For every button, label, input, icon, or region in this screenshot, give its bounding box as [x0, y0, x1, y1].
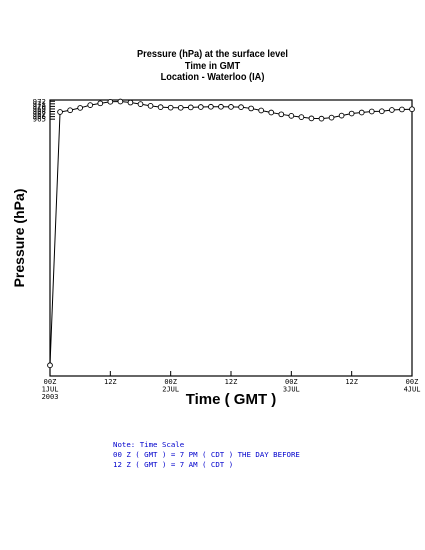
data-point	[328, 114, 335, 121]
data-point	[378, 108, 385, 115]
x-tick-label: 4JUL	[404, 386, 421, 394]
data-point	[107, 98, 114, 105]
x-tick-label: 1JUL	[42, 386, 59, 394]
x-tick-label: 00Z	[44, 378, 57, 386]
data-point	[57, 109, 63, 115]
x-tick-label: 00Z	[285, 378, 298, 386]
data-point	[187, 104, 194, 111]
data-point	[177, 104, 184, 111]
data-point	[127, 99, 134, 106]
chart-title: Pressure (hPa) at the surface level	[136, 48, 289, 60]
data-point	[318, 115, 325, 122]
data-point	[147, 103, 154, 109]
data-point	[67, 107, 73, 114]
data-point	[238, 104, 244, 111]
data-point	[308, 115, 315, 122]
time-scale-note: Note: Time Scale 00 Z ( GMT ) = 7 PM ( CD…	[113, 440, 300, 470]
chart-subtitle-time: Time in GMT	[184, 59, 241, 72]
y-tick-label: 967	[33, 110, 46, 119]
data-point	[358, 109, 365, 116]
y-tick-label: 965	[33, 115, 46, 124]
data-point	[117, 98, 124, 105]
data-point	[288, 112, 295, 119]
data-point	[278, 111, 285, 118]
data-point	[47, 362, 53, 369]
data-point	[348, 110, 355, 117]
chart-subtitle-location: Location - Waterloo (IA)	[160, 71, 265, 83]
x-tick-label: 12Z	[345, 378, 358, 386]
data-point	[77, 105, 84, 111]
data-point	[389, 107, 395, 113]
series-line	[49, 101, 413, 366]
plot-frame	[49, 99, 413, 377]
data-point	[298, 114, 305, 120]
data-point	[258, 107, 265, 114]
note-line-3: 12 Z ( GMT ) = 7 AM ( CDT )	[113, 460, 234, 469]
y-tick-label: 970	[33, 102, 46, 111]
data-point	[368, 108, 375, 115]
x-tick-label: 12Z	[104, 378, 117, 386]
y-tick-label: 969	[33, 104, 46, 113]
data-point	[208, 103, 214, 110]
data-point	[157, 104, 164, 111]
data-point	[268, 109, 275, 116]
y-tick-label: 968	[33, 107, 46, 116]
data-point	[228, 104, 234, 110]
data-point	[218, 103, 224, 110]
chart-titles: Pressure (hPa) at the surface level Time…	[0, 48, 425, 84]
y-tick-label: 971	[33, 99, 46, 108]
x-tick-label: 00Z	[164, 378, 177, 386]
x-tick-label: 12Z	[225, 378, 238, 386]
data-point	[87, 102, 94, 108]
x-tick-label: 2003	[42, 393, 59, 401]
note-line-2: 00 Z ( GMT ) = 7 PM ( CDT ) THE DAY BEFO…	[113, 450, 300, 459]
data-point	[197, 104, 204, 110]
data-point	[97, 100, 104, 107]
note-line-1: Note: Time Scale	[113, 440, 185, 449]
data-point	[399, 106, 405, 113]
y-axis-label: Pressure (hPa)	[11, 189, 27, 288]
y-tick-label: 972	[33, 97, 46, 106]
data-point	[167, 104, 174, 111]
data-point	[248, 105, 254, 112]
x-tick-label: 00Z	[406, 378, 419, 386]
data-point	[137, 101, 144, 107]
x-tick-label: 2JUL	[162, 386, 179, 394]
x-tick-label: 3JUL	[283, 386, 300, 394]
x-axis-label: Time ( GMT )	[186, 391, 277, 408]
data-point	[338, 112, 345, 119]
data-point	[409, 106, 415, 113]
y-tick-label: 966	[33, 112, 46, 121]
